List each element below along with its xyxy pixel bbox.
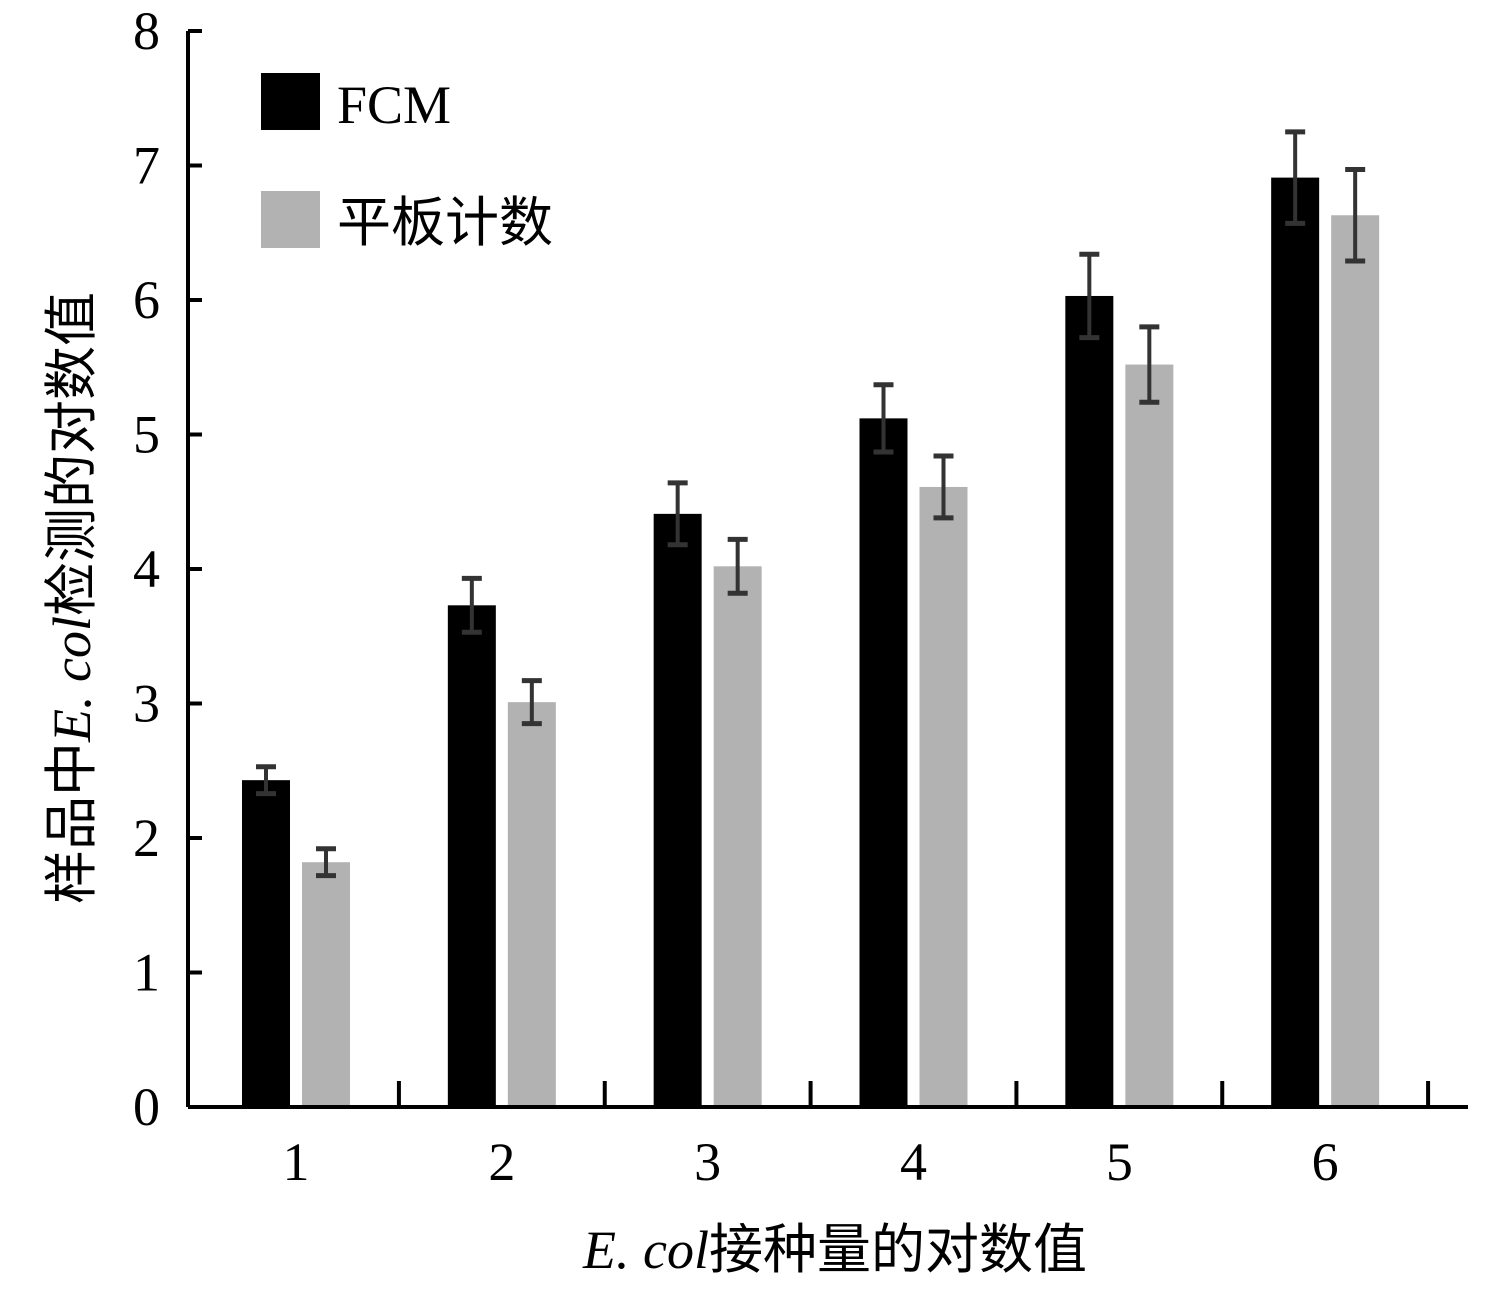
- y-tick-label: 5: [133, 405, 160, 465]
- bar: [1125, 364, 1174, 1107]
- x-axis-label-italic: E. col: [582, 1220, 709, 1280]
- legend-label: FCM: [337, 75, 451, 135]
- x-tick-label: 2: [488, 1132, 515, 1192]
- legend-label: 平板计数: [337, 193, 553, 253]
- y-axis-label-prefix: 样品中: [42, 742, 102, 904]
- legend-swatch: [261, 191, 320, 248]
- x-tick-label: 3: [694, 1132, 721, 1192]
- error-bars-layer: [256, 129, 1366, 879]
- y-tick-label: 6: [133, 270, 160, 330]
- y-axis-label: 样品中E. col检测的对数值: [42, 292, 102, 904]
- x-tick-label: 1: [283, 1132, 310, 1192]
- x-tick-label: 6: [1312, 1132, 1339, 1192]
- y-tick-label: 7: [133, 136, 160, 196]
- x-axis-label: E. col接种量的对数值: [582, 1220, 1087, 1280]
- legend-swatch: [261, 73, 320, 130]
- y-tick-label: 8: [133, 1, 160, 61]
- bar: [919, 486, 968, 1108]
- y-axis-label-italic: E. col: [42, 616, 102, 743]
- bar: [242, 780, 290, 1107]
- bar: [713, 566, 762, 1107]
- y-tick-label: 0: [133, 1077, 160, 1137]
- y-tick-label: 2: [133, 808, 160, 868]
- bar: [1331, 215, 1380, 1107]
- bar: [1065, 295, 1114, 1108]
- legend: FCM 平板计数: [261, 73, 553, 253]
- y-axis-label-suffix: 检测的对数值: [42, 292, 102, 616]
- x-tick-label: 4: [900, 1132, 927, 1192]
- x-tick-label: 5: [1106, 1132, 1133, 1192]
- bars-layer: [242, 177, 1380, 1108]
- y-tick-label: 3: [133, 674, 160, 734]
- bar: [859, 418, 908, 1107]
- y-tick-label: 4: [133, 539, 160, 599]
- axes-layer: 1 2 3 4 5 6 0 1 2 3 4 5 6 7 8: [133, 1, 1468, 1192]
- bar: [653, 513, 702, 1107]
- bar: [447, 605, 496, 1107]
- bar: [302, 862, 350, 1107]
- bar: [1271, 177, 1320, 1108]
- y-tick-label: 1: [133, 943, 160, 1003]
- x-axis-label-text: 接种量的对数值: [709, 1220, 1087, 1280]
- bar: [507, 702, 556, 1107]
